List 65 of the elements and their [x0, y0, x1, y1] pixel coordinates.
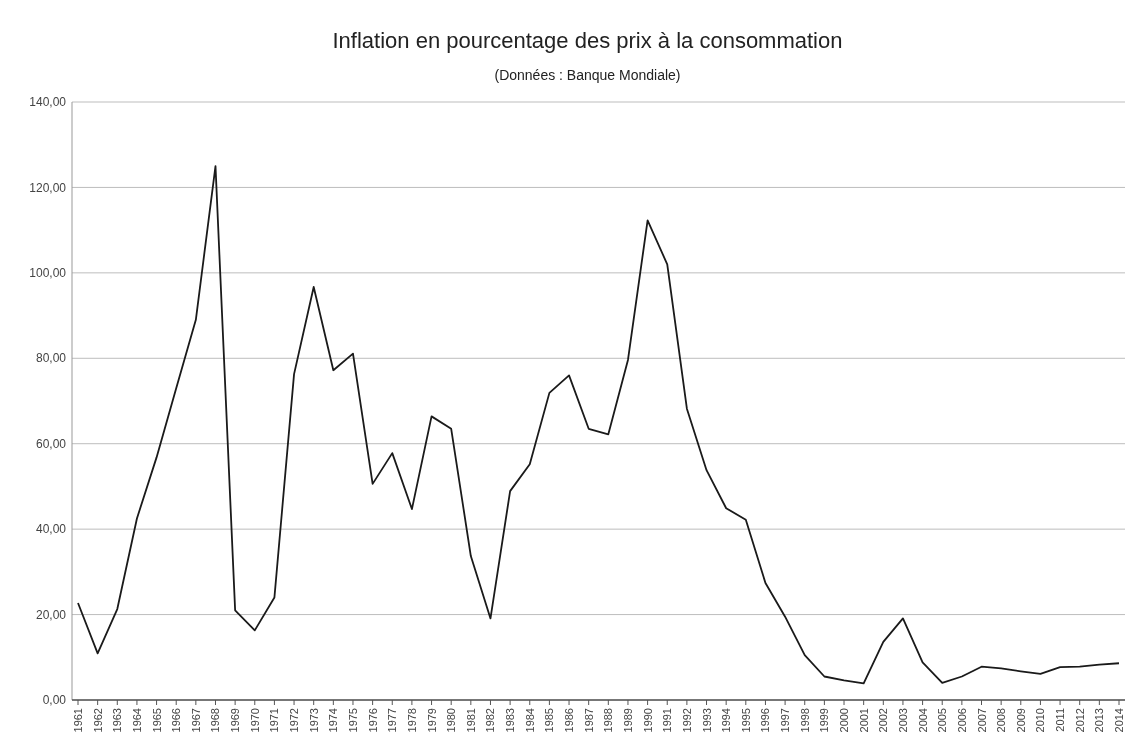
- chart-subtitle: (Données : Banque Mondiale): [494, 67, 681, 83]
- y-tick-label: 120,00: [29, 180, 67, 195]
- x-tick-label: 1983: [504, 708, 517, 733]
- x-tick-label: 1988: [602, 708, 615, 733]
- x-tick-label: 1976: [366, 708, 379, 733]
- x-tick-label: 1980: [445, 708, 458, 733]
- x-tick-label: 1962: [91, 708, 104, 733]
- x-tick-label: 2003: [896, 708, 909, 733]
- x-tick-label: 2000: [838, 708, 851, 733]
- x-tick-label: 1994: [720, 708, 733, 733]
- x-tick-label: 1964: [130, 708, 143, 733]
- x-tick-label: 2004: [916, 708, 929, 733]
- x-tick-label: 1979: [425, 708, 438, 733]
- x-tick-label: 1974: [327, 708, 340, 733]
- x-tick-label: 1978: [405, 708, 418, 733]
- x-tick-label: 1977: [386, 708, 399, 733]
- x-tick-label: 2010: [1034, 708, 1047, 733]
- x-tick-label: 2005: [936, 708, 949, 733]
- x-tick-label: 1969: [229, 708, 242, 733]
- y-tick-label: 80,00: [35, 351, 67, 366]
- x-tick-label: 2009: [1014, 708, 1027, 733]
- x-tick-label: 1991: [661, 708, 674, 733]
- x-tick-label: 1965: [150, 708, 163, 733]
- x-tick-label: 1972: [288, 708, 301, 733]
- x-tick-label: 1981: [464, 708, 477, 733]
- x-tick-label: 1967: [189, 708, 202, 733]
- x-tick-label: 1992: [680, 708, 693, 733]
- x-tick-label: 1970: [248, 708, 261, 733]
- y-tick-label: 20,00: [35, 607, 67, 622]
- line-series: [77, 165, 1120, 685]
- x-tick-label: 1990: [641, 708, 654, 733]
- x-tick-label: 2013: [1093, 708, 1106, 733]
- x-tick-label: 1987: [582, 708, 595, 733]
- y-tick-label: 0,00: [42, 693, 67, 708]
- x-tick-label: 1999: [818, 708, 831, 733]
- x-tick-label: 1968: [209, 708, 222, 733]
- x-tick-label: 1971: [268, 708, 281, 733]
- x-tick-label: 1997: [779, 708, 792, 733]
- x-tick-label: 1995: [739, 708, 752, 733]
- x-tick-label: 1985: [543, 708, 556, 733]
- x-tick-label: 1963: [111, 708, 124, 733]
- y-tick-label: 100,00: [29, 266, 67, 281]
- x-tick-label: 1998: [798, 708, 811, 733]
- x-tick-label: 1966: [170, 708, 183, 733]
- x-tick-label: 2008: [995, 708, 1008, 733]
- x-tick-label: 2001: [857, 708, 870, 733]
- x-tick-label: 1984: [523, 708, 536, 733]
- x-tick-label: 1993: [700, 708, 713, 733]
- y-tick-label: 40,00: [35, 522, 67, 537]
- x-tick-label: 1989: [621, 708, 634, 733]
- x-tick-label: 2006: [955, 708, 968, 733]
- x-tick-label: 1975: [346, 708, 359, 733]
- x-tick-label: 2002: [877, 708, 890, 733]
- x-tick-label: 2007: [975, 708, 988, 733]
- x-tick-label: 1973: [307, 708, 320, 733]
- x-tick-label: 2011: [1054, 708, 1067, 732]
- y-tick-label: 140,00: [29, 95, 67, 110]
- x-tick-label: 2014: [1113, 708, 1125, 733]
- x-tick-label: 1996: [759, 708, 772, 733]
- x-tick-label: 1982: [484, 708, 497, 733]
- x-tick-label: 1961: [72, 708, 84, 733]
- chart-title: Inflation en pourcentage des prix à la consommation: [332, 28, 843, 53]
- y-tick-label: 60,00: [35, 436, 67, 451]
- x-tick-label: 2012: [1073, 708, 1086, 733]
- x-tick-label: 1986: [563, 708, 576, 733]
